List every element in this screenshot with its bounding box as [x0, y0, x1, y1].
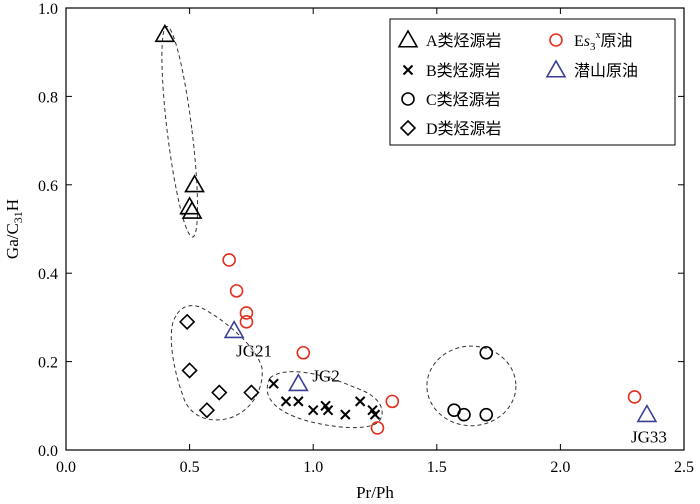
data-point-series-5 [385, 394, 400, 409]
x-tick-label: 1.0 [303, 459, 323, 476]
group-outline-c [426, 345, 517, 427]
data-point-series-2 [293, 396, 304, 407]
legend-label: A类烃源岩 [426, 32, 502, 50]
data-point-series-2 [322, 405, 334, 416]
data-point-series-3 [479, 407, 494, 422]
group-outline-b [266, 371, 383, 428]
data-point-series-5 [222, 253, 236, 267]
data-point-series-2 [268, 378, 279, 389]
legend-marker [399, 119, 417, 137]
data-point-series-6 [223, 320, 245, 339]
data-point-series-4 [198, 402, 216, 419]
y-axis-label: Ga/C31H [3, 199, 25, 259]
legend-marker [549, 33, 563, 47]
data-point-series-5 [239, 306, 254, 320]
data-point-series-5 [229, 284, 244, 298]
data-point-series-2 [280, 396, 292, 407]
point-annotations: JG21 JG2 JG33 [236, 342, 667, 447]
legend-marker [402, 64, 414, 76]
group-outline-a [161, 25, 199, 238]
x-axis-label: Pr/Ph [356, 483, 394, 502]
data-point-series-1 [154, 23, 176, 43]
data-point-series-5 [370, 421, 385, 435]
data-point-series-4 [243, 384, 260, 401]
data-point-series-2 [354, 396, 366, 407]
legend-label: B类烃源岩 [426, 62, 501, 80]
x-tick-label: 0.5 [180, 459, 200, 476]
y-tick-label: 0.2 [38, 355, 58, 372]
data-point-series-3 [479, 345, 494, 360]
y-tick-label: 0.0 [38, 443, 58, 460]
group-outlines [161, 25, 517, 428]
legend-label: Es3x原油 [574, 30, 633, 53]
data-point-series-1 [181, 200, 203, 219]
data-point-series-2 [369, 409, 381, 420]
legend-label: D类烃源岩 [426, 120, 502, 138]
legend-label: 潜山原油 [574, 62, 638, 80]
data-point-series-2 [307, 405, 319, 416]
x-tick-label: 2.0 [550, 459, 570, 476]
data-point-series-4 [211, 384, 228, 401]
x-tick-labels: 0.0 0.5 1.0 1.5 2.0 2.5 [56, 459, 694, 476]
data-point-series-5 [627, 390, 642, 404]
data-point-series-5 [239, 315, 254, 329]
legend-marker [401, 92, 415, 106]
point-label: JG21 [236, 342, 272, 361]
data-point-series-3 [457, 407, 471, 422]
group-outline-d [170, 305, 263, 421]
x-tick-label: 2.5 [674, 459, 694, 476]
point-label: JG2 [312, 367, 339, 386]
data-point-series-4 [181, 362, 198, 379]
data-point-series-5 [296, 345, 311, 360]
axis-ticks [65, 7, 685, 451]
y-tick-label: 1.0 [38, 1, 58, 18]
data-point-series-2 [340, 409, 351, 420]
point-label: JG33 [631, 428, 667, 447]
data-point-series-1 [184, 174, 205, 193]
legend-marker [545, 59, 567, 78]
y-tick-label: 0.4 [38, 266, 58, 283]
data-point-series-6 [287, 373, 309, 392]
data-point-series-6 [636, 404, 658, 423]
legend-box [389, 18, 676, 146]
data-points [154, 23, 658, 435]
y-tick-label: 0.8 [38, 89, 58, 106]
y-tick-label: 0.6 [38, 178, 58, 195]
legend-marker [397, 29, 419, 48]
x-tick-label: 1.5 [427, 459, 447, 476]
data-point-series-4 [178, 313, 196, 330]
plot-frame [65, 7, 685, 451]
x-tick-label: 0.0 [56, 459, 76, 476]
legend-label: C类烃源岩 [426, 91, 501, 109]
y-tick-labels: 0.0 0.2 0.4 0.6 0.8 1.0 [38, 1, 58, 460]
